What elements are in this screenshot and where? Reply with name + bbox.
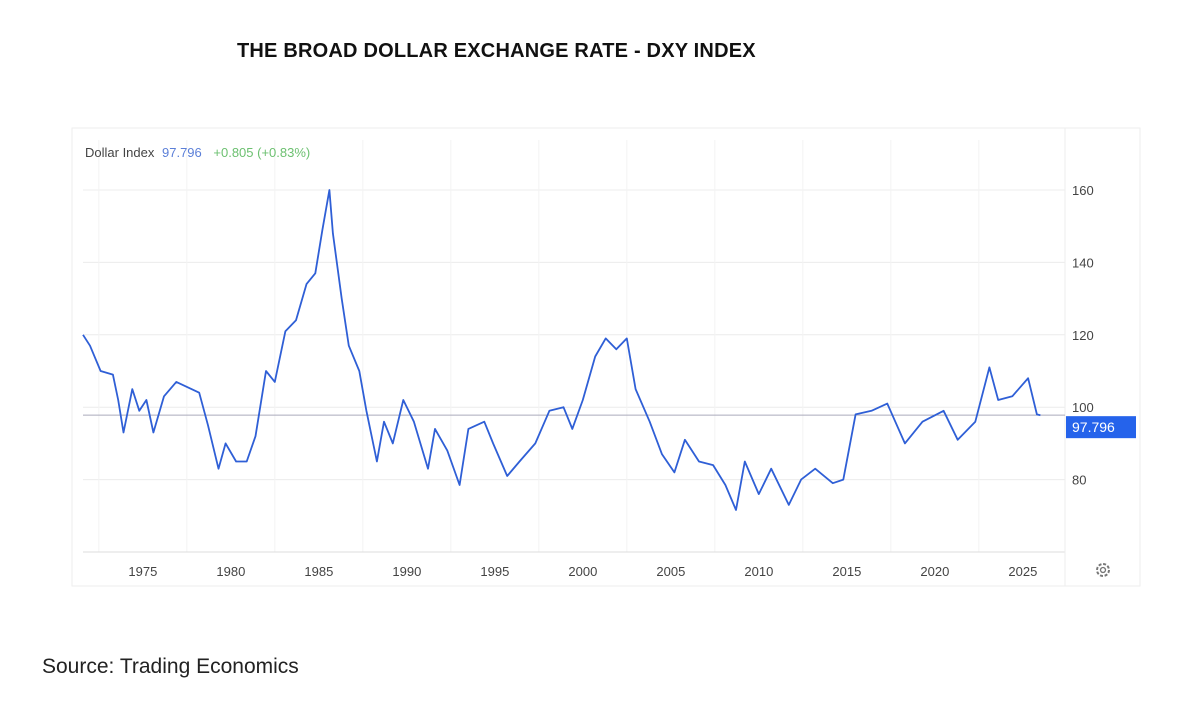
last-value-badge [1066, 416, 1136, 439]
legend: Dollar Index 97.796 +0.805 (+0.83%) [85, 145, 310, 160]
legend-value: 97.796 [162, 145, 202, 160]
x-tick-label: 1990 [392, 564, 421, 579]
x-tick-label: 2020 [920, 564, 949, 579]
source-note: Source: Trading Economics [42, 655, 299, 678]
legend-change: +0.805 (+0.83%) [213, 145, 310, 160]
grid [83, 128, 1066, 586]
x-tick-label: 2005 [656, 564, 685, 579]
last-value-label: 97.796 [1072, 419, 1115, 435]
legend-label: Dollar Index [85, 145, 155, 160]
x-tick-label: 1975 [128, 564, 157, 579]
x-tick-label: 2025 [1008, 564, 1037, 579]
y-tick-label: 140 [1072, 255, 1094, 270]
chart-title: THE BROAD DOLLAR EXCHANGE RATE - DXY IND… [237, 40, 756, 62]
x-tick-label: 1985 [304, 564, 333, 579]
series-line-dollar-index [82, 189, 1041, 511]
x-tick-label: 2015 [832, 564, 861, 579]
x-axis: 1975 1980 1985 1990 1995 2000 2005 2010 2015 2020… [128, 564, 1037, 579]
y-axis: 80 100 120 140 160 [1072, 183, 1094, 488]
x-tick-label: 1980 [216, 564, 245, 579]
y-tick-label: 120 [1072, 328, 1094, 343]
y-tick-label: 100 [1072, 400, 1094, 415]
x-tick-label: 1995 [480, 564, 509, 579]
x-tick-label: 2000 [568, 564, 597, 579]
y-tick-label: 80 [1072, 473, 1086, 488]
x-tick-label: 2010 [744, 564, 773, 579]
y-tick-label: 160 [1072, 183, 1094, 198]
chart-panel [71, 127, 1141, 587]
settings-gear-icon[interactable] [1096, 563, 1110, 577]
